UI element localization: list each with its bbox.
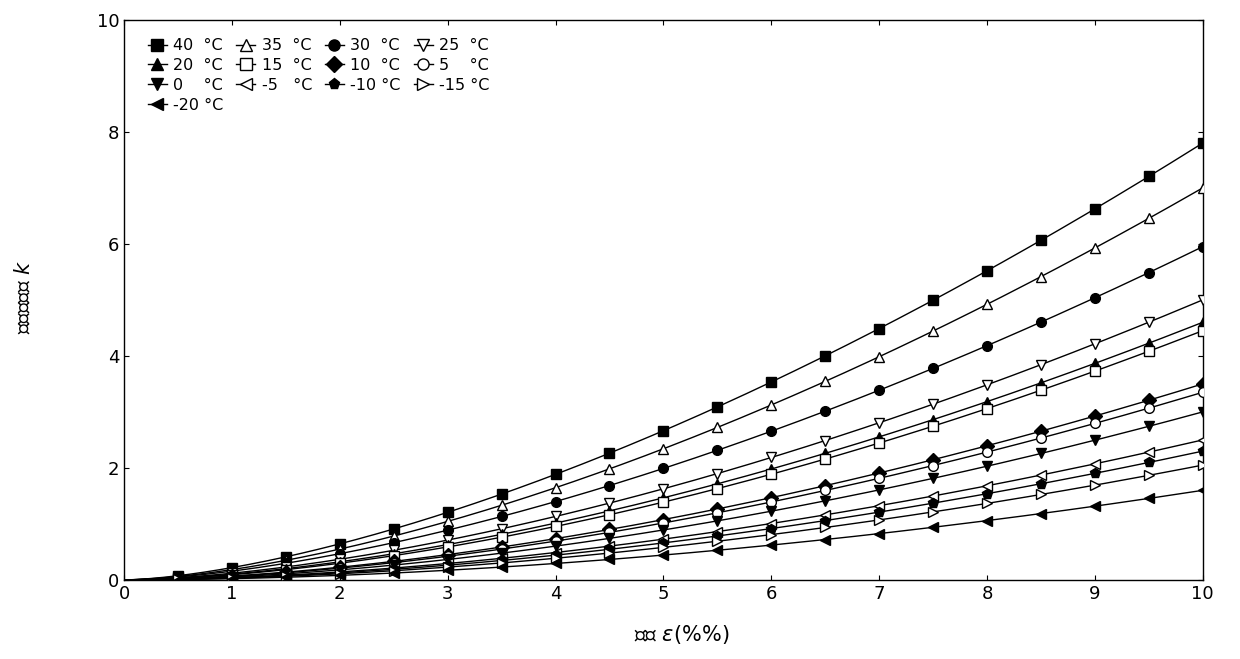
Text: 归一化电阻 $k$: 归一化电阻 $k$ [15, 260, 35, 333]
Legend: 40  °C, 20  °C, 0    °C, -20 °C, 35  °C, 15  °C, -5   °C, , 30  °C, 10  °C, -10 : 40 °C, 20 °C, 0 °C, -20 °C, 35 °C, 15 °C… [143, 34, 495, 117]
Text: 应变 $\varepsilon$(%%): 应变 $\varepsilon$(%%) [635, 623, 729, 646]
